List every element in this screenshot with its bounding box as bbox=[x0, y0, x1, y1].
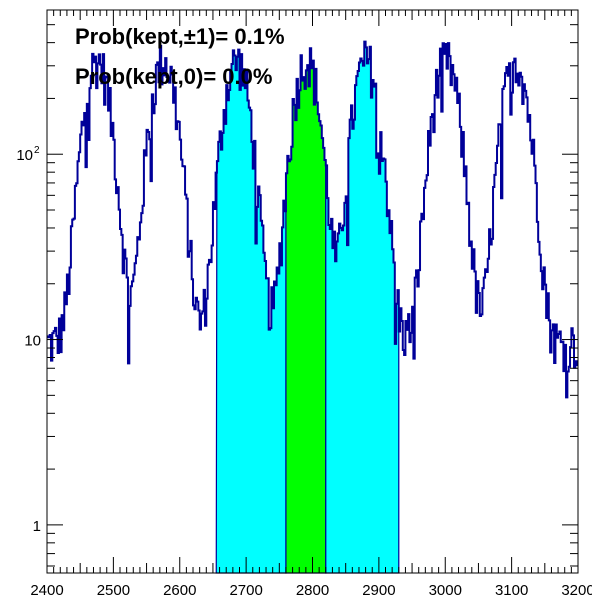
y-tick-label: 10 bbox=[16, 147, 33, 164]
x-tick-label: 2900 bbox=[362, 582, 395, 599]
annotation-prob-pm1: Prob(kept,±1)= 0.1% bbox=[75, 24, 285, 49]
x-tick-label: 2500 bbox=[97, 582, 130, 599]
x-tick-label: 3000 bbox=[429, 582, 462, 599]
x-tick-label: 2800 bbox=[296, 582, 329, 599]
x-axis: 2400 2500 2600 2700 2800 2900 3000 3100 3200 bbox=[30, 10, 592, 599]
x-tick-label: 2700 bbox=[229, 582, 262, 599]
x-tick-label: 3200 bbox=[561, 582, 592, 599]
y-tick-label: 10 bbox=[24, 333, 41, 350]
x-tick-label: 3100 bbox=[495, 582, 528, 599]
x-tick-label: 2600 bbox=[163, 582, 196, 599]
shaded-region-2 bbox=[325, 41, 400, 574]
histogram-line bbox=[47, 40, 578, 399]
data-series bbox=[47, 40, 578, 399]
y-tick-label-sup: 2 bbox=[34, 145, 40, 156]
annotation-prob-0: Prob(kept,0)= 0.0% bbox=[75, 64, 272, 89]
x-tick-label: 2400 bbox=[30, 582, 63, 599]
shaded-regions bbox=[215, 41, 400, 574]
y-tick-label: 1 bbox=[33, 518, 41, 535]
